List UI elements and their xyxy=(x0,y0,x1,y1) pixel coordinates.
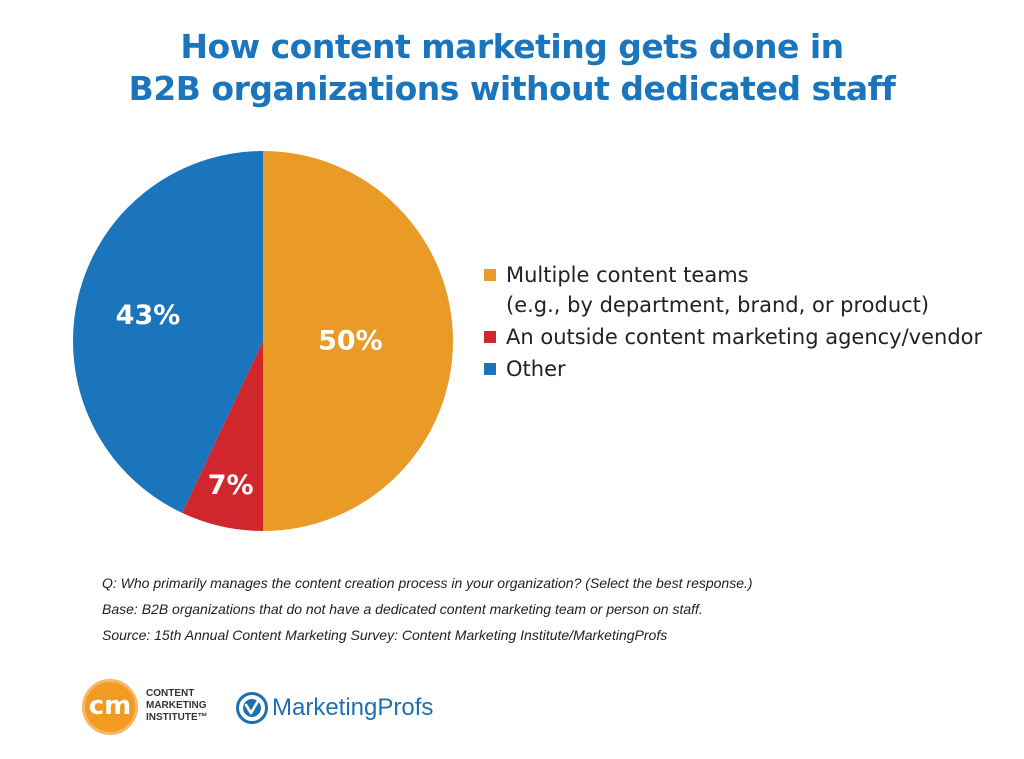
marketingprofs-logo: MarketingProfs xyxy=(236,692,456,726)
pie-label-multiple-content-teams: 50% xyxy=(318,326,383,357)
chart-title-line-2: B2B organizations without dedicated staf… xyxy=(128,69,896,108)
survey-source-note: Source: 15th Annual Content Marketing Su… xyxy=(102,627,668,643)
legend-sublabel-multiple-content-teams: (e.g., by department, brand, or product) xyxy=(506,293,930,317)
chart-title: How content marketing gets done in B2B o… xyxy=(0,26,1024,110)
pie-slice-outside-agency xyxy=(182,341,263,531)
legend-label-multiple-content-teams: Multiple content teams xyxy=(506,263,749,287)
legend-label-outside-agency: An outside content marketing agency/vend… xyxy=(506,325,983,349)
legend-swatch-other xyxy=(484,363,496,375)
marketingprofs-logo-text: MarketingProfs xyxy=(272,694,434,721)
legend-swatch-outside-agency xyxy=(484,331,496,343)
legend-label-other: Other xyxy=(506,357,566,381)
pie-label-other: 43% xyxy=(116,300,181,331)
chart-notes: Q: Who primarily manages the content cre… xyxy=(102,570,1002,648)
cmi-logo-mark: cm xyxy=(88,691,132,721)
pie-chart: 50% 7% 43% xyxy=(72,150,453,531)
survey-base-note: Base: B2B organizations that do not have… xyxy=(102,601,703,617)
chart-title-line-1: How content marketing gets done in xyxy=(180,27,844,66)
legend-item-multiple-content-teams: Multiple content teams (e.g., by departm… xyxy=(484,260,1014,320)
legend-item-other: Other xyxy=(484,354,1014,384)
survey-question-note: Q: Who primarily manages the content cre… xyxy=(102,575,753,591)
content-marketing-institute-logo: cm CONTENT MARKETING INSTITUTE™ xyxy=(82,679,222,739)
marketingprofs-logo-icon xyxy=(236,692,268,724)
cmi-logo-text-line-1: CONTENT xyxy=(146,688,195,699)
pie-label-outside-agency: 7% xyxy=(208,470,254,501)
cmi-logo-text-line-2: MARKETING xyxy=(146,700,207,711)
legend-swatch-multiple-content-teams xyxy=(484,269,496,281)
chart-legend: Multiple content teams (e.g., by departm… xyxy=(484,260,1014,386)
pie-slice-multiple-content-teams xyxy=(263,151,453,531)
legend-item-outside-agency: An outside content marketing agency/vend… xyxy=(484,322,1014,352)
cmi-logo-circle xyxy=(82,679,138,735)
cmi-logo-text-line-3: INSTITUTE™ xyxy=(146,712,208,723)
cmi-logo-text: CONTENT MARKETING INSTITUTE™ xyxy=(146,688,208,724)
pie-slice-other xyxy=(72,150,263,513)
